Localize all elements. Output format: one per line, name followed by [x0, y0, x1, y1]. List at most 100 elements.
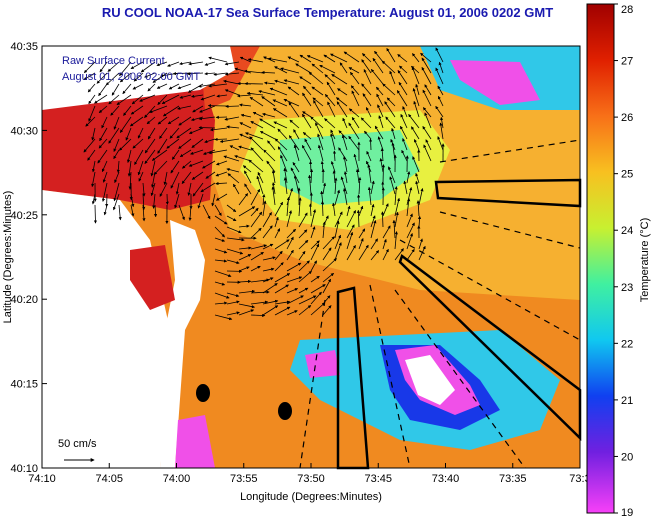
current-vector — [267, 140, 276, 151]
current-vector — [343, 155, 348, 173]
current-vector — [125, 127, 132, 141]
current-vector — [412, 53, 420, 63]
current-vector — [421, 66, 432, 85]
current-vector — [113, 149, 120, 160]
current-vector — [267, 57, 288, 63]
current-vector — [126, 149, 132, 164]
current-vector — [204, 61, 216, 66]
current-vector — [215, 160, 228, 166]
colorbar-title: Temperature (°C) — [639, 218, 651, 302]
current-vector — [310, 209, 317, 228]
current-vector — [216, 94, 228, 98]
current-vector — [283, 79, 300, 85]
current-vector — [200, 94, 216, 101]
current-vector — [406, 222, 415, 239]
current-vector — [133, 72, 144, 82]
current-vector — [166, 138, 180, 149]
current-vector — [153, 204, 158, 218]
current-vector — [377, 104, 384, 118]
x-axis-title: Longitude (Degrees:Minutes) — [240, 491, 382, 503]
current-vector — [250, 211, 263, 228]
current-vector — [406, 171, 411, 184]
current-vector — [394, 211, 399, 228]
current-vector — [223, 155, 240, 162]
current-vector — [142, 182, 146, 197]
current-vector — [250, 278, 270, 283]
current-vector — [358, 205, 364, 217]
current-vector — [259, 118, 276, 129]
current-vector — [239, 103, 252, 107]
current-vector — [332, 150, 337, 162]
current-vector — [262, 299, 279, 305]
current-vector — [299, 76, 312, 85]
current-vector — [322, 247, 332, 261]
current-vector — [91, 171, 96, 188]
current-vector — [198, 116, 216, 121]
current-vector — [190, 149, 204, 155]
current-vector — [274, 138, 288, 151]
current-vector — [147, 127, 156, 140]
current-vector — [192, 105, 204, 113]
current-vector — [332, 170, 336, 184]
current-vector — [423, 144, 432, 162]
current-vector — [402, 138, 408, 151]
current-vector — [386, 47, 396, 63]
x-tick-label: 73:45 — [364, 473, 392, 485]
mooring-marker — [278, 402, 292, 420]
overlay-line-1: Raw Surface Current — [62, 55, 165, 67]
bay-warm-water — [130, 245, 175, 310]
current-vector — [116, 94, 132, 106]
current-vector — [146, 116, 156, 125]
current-vector — [177, 83, 192, 90]
current-vector — [244, 132, 264, 140]
current-vector — [348, 67, 360, 74]
current-vector — [137, 127, 144, 139]
current-vector — [280, 67, 300, 74]
current-vector — [386, 97, 396, 107]
current-vector — [350, 85, 360, 96]
current-vector — [225, 104, 240, 108]
current-vector — [286, 310, 298, 316]
current-vector — [150, 182, 156, 197]
current-vector — [274, 300, 291, 305]
current-vector — [98, 105, 108, 114]
current-vector — [128, 171, 132, 190]
current-vector — [227, 173, 240, 184]
current-vector — [342, 117, 348, 129]
nearshore-cold — [175, 415, 215, 468]
current-vector — [324, 118, 336, 129]
current-vector — [96, 72, 108, 84]
current-vector — [178, 138, 192, 149]
current-vector — [358, 228, 366, 239]
current-vector — [250, 121, 264, 129]
current-vector — [339, 62, 348, 74]
current-vector — [302, 92, 312, 107]
current-vector — [277, 146, 288, 162]
current-vector — [348, 108, 360, 118]
current-vector — [382, 248, 389, 261]
current-vector — [132, 83, 144, 90]
current-vector — [250, 300, 269, 305]
current-vector — [330, 160, 336, 173]
current-vector — [226, 204, 237, 213]
current-vector — [257, 171, 264, 184]
current-vector — [412, 156, 420, 173]
current-vector — [346, 231, 354, 250]
current-vector — [336, 101, 348, 118]
current-vector — [226, 168, 240, 173]
current-vector — [315, 122, 324, 140]
current-vector — [322, 305, 332, 316]
current-vector — [249, 136, 264, 151]
current-vector — [94, 94, 108, 104]
current-vector — [274, 239, 290, 250]
current-vector — [142, 204, 146, 222]
current-vector — [411, 126, 420, 140]
current-vector — [113, 138, 120, 152]
current-vector — [99, 127, 108, 142]
current-vector — [401, 149, 408, 162]
current-vector — [238, 309, 255, 316]
current-vector — [156, 83, 168, 89]
current-vector — [249, 96, 264, 107]
current-vector — [150, 160, 156, 177]
current-vector — [87, 149, 96, 161]
